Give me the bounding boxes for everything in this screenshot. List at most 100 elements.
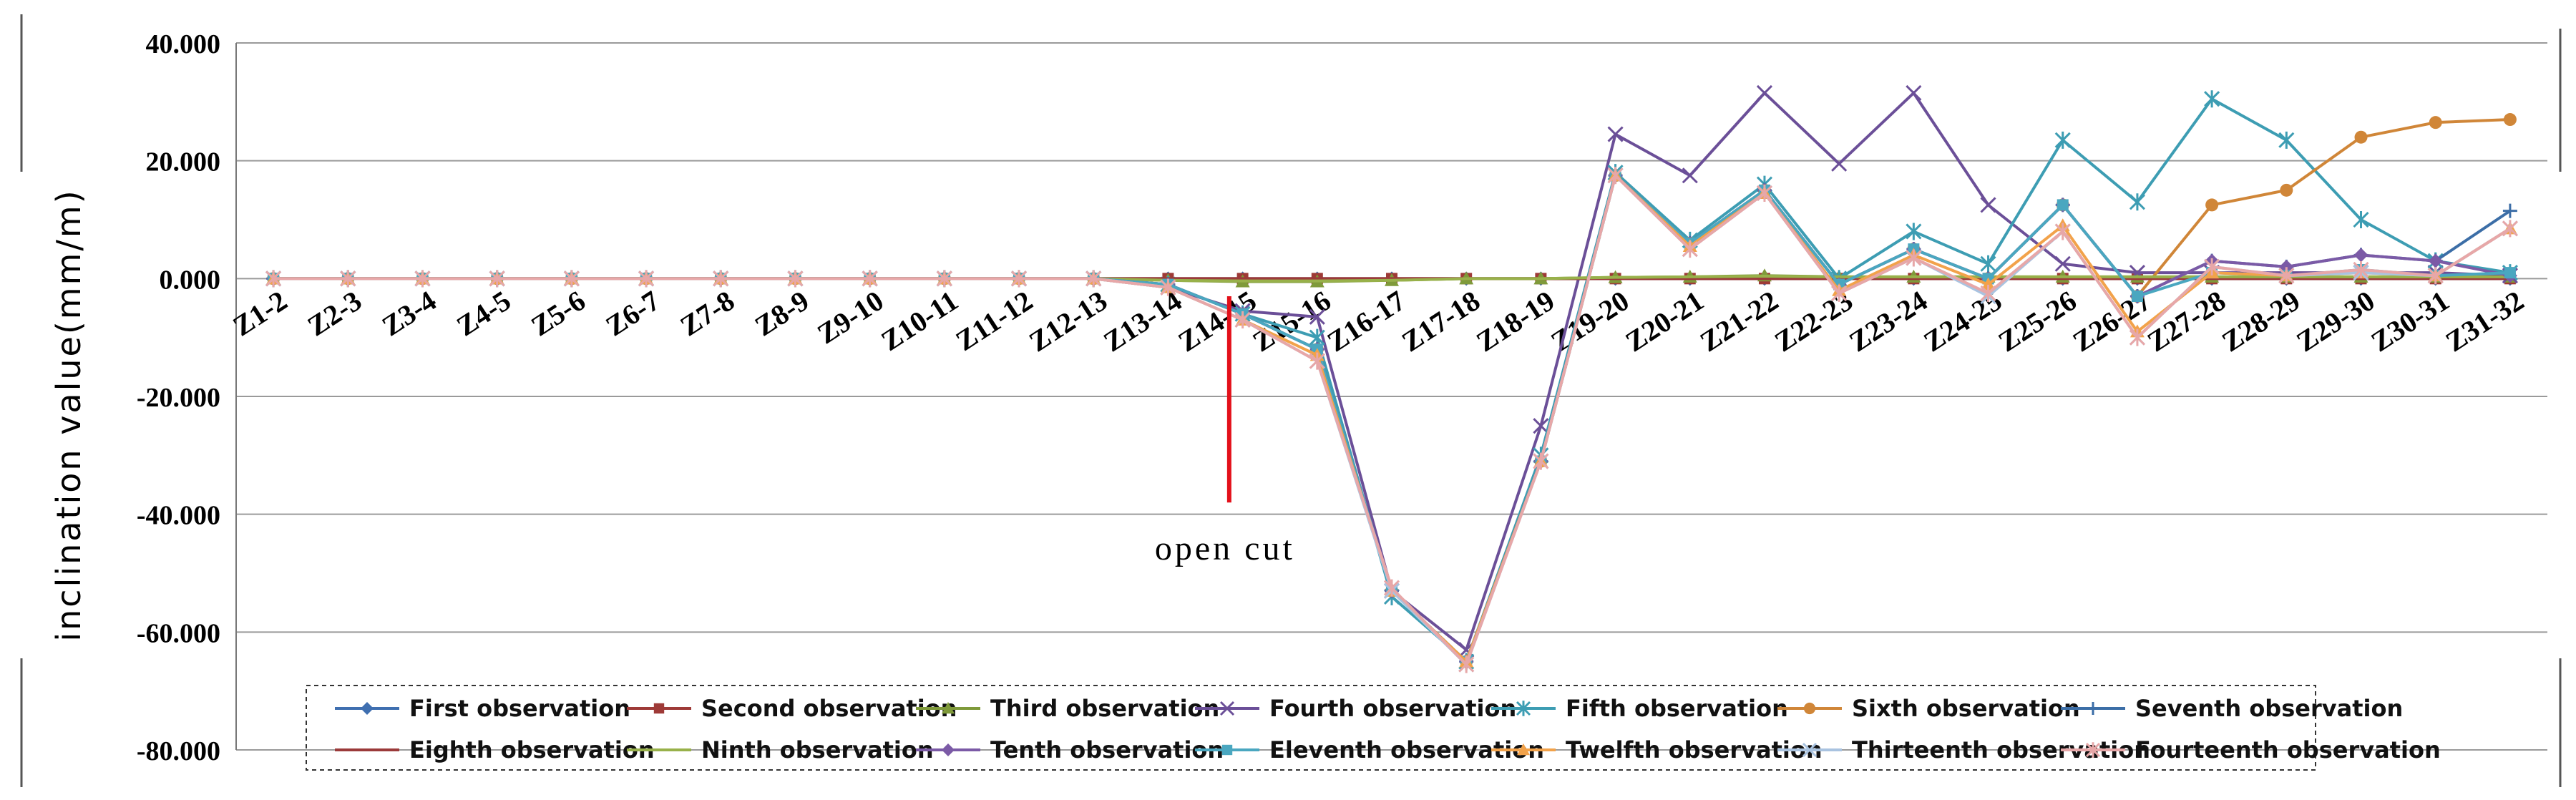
series-lines: [265, 84, 2518, 673]
data-point: [2503, 113, 2517, 127]
data-point: [1980, 197, 1996, 213]
data-point: [2204, 90, 2220, 108]
data-point: [2278, 267, 2295, 285]
data-point: [2129, 193, 2146, 211]
data-point: [1981, 277, 1996, 291]
legend-label: Seventh observation: [2135, 695, 2403, 722]
legend-item: First observation: [335, 695, 630, 722]
y-tick-label: 40.000: [146, 29, 221, 59]
data-point: [2204, 258, 2220, 275]
legend-item: Sixth observation: [1777, 695, 2080, 722]
data-point: [265, 270, 282, 288]
legend-item: Eleventh observation: [1195, 736, 1544, 764]
data-point: [1682, 240, 1698, 258]
data-point: [638, 270, 655, 288]
data-point: [2429, 116, 2442, 130]
data-point: [1234, 311, 1251, 328]
data-point: [361, 702, 374, 715]
data-point: [713, 270, 729, 288]
series-line: [265, 167, 2518, 673]
data-point: [2085, 742, 2101, 758]
legend-label: Eighth observation: [409, 736, 655, 764]
data-point: [1517, 743, 1530, 756]
data-point: [2278, 131, 2295, 149]
data-point: [1516, 701, 1531, 716]
data-point: [2054, 223, 2071, 240]
legend-label: Second observation: [701, 695, 957, 722]
legend-label: Fourth observation: [1269, 695, 1516, 722]
data-point: [2353, 248, 2368, 263]
legend-item: Tenth observation: [916, 736, 1224, 764]
data-point: [942, 702, 955, 714]
data-point: [2427, 267, 2444, 285]
data-point: [1980, 255, 1996, 273]
data-point: [1533, 452, 1549, 470]
legend-item: Seventh observation: [2061, 695, 2403, 722]
data-point: [1831, 155, 1848, 172]
data-point: [1831, 284, 1848, 302]
data-point: [1160, 278, 1176, 296]
legend-item: Eighth observation: [335, 736, 655, 764]
legend-item: Third observation: [916, 695, 1219, 722]
data-point: [2129, 328, 2146, 346]
legend-label: Fifth observation: [1566, 695, 1788, 722]
data-point: [1010, 270, 1028, 288]
y-tick-label: -80.000: [137, 736, 220, 766]
legend-item: Second observation: [627, 695, 957, 722]
legend-item: Twelfth observation: [1491, 736, 1823, 764]
y-tick-label: -40.000: [137, 501, 220, 531]
legend-item: Ninth observation: [627, 736, 934, 764]
legend-label: Ninth observation: [701, 736, 934, 764]
data-point: [1309, 308, 1325, 325]
data-point: [1221, 744, 1233, 756]
open-cut-label: open cut: [1155, 530, 1295, 567]
y-tick-label: 0.000: [160, 265, 221, 295]
data-point: [2280, 183, 2293, 197]
legend-label: Fourteenth observation: [2135, 736, 2441, 764]
data-point: [1906, 223, 1922, 240]
data-point: [1756, 84, 1773, 102]
y-tick-label: 20.000: [146, 147, 221, 177]
data-point: [1803, 702, 1816, 715]
data-point: [936, 270, 952, 288]
data-point: [2054, 255, 2071, 272]
data-point: [653, 703, 665, 714]
y-tick-labels: 40.000 20.000 0.000 -20.000 -40.000 -60.000 -8…: [137, 29, 220, 766]
data-point: [1085, 270, 1102, 288]
data-point: [2131, 291, 2143, 303]
legend-item: Fourteenth observation: [2061, 736, 2441, 764]
data-point: [2502, 203, 2517, 218]
data-point: [1756, 184, 1773, 202]
data-point: [862, 270, 878, 288]
legend-label: Sixth observation: [1852, 695, 2080, 722]
data-point: [1980, 284, 1996, 302]
data-point: [489, 270, 505, 288]
data-point: [1533, 418, 1549, 434]
data-point: [2353, 211, 2369, 228]
data-point: [1802, 742, 1818, 758]
data-point: [787, 270, 804, 288]
y-tick-label: -60.000: [137, 618, 220, 648]
data-point: [2087, 702, 2099, 715]
data-point: [340, 270, 356, 288]
data-point: [2054, 131, 2071, 149]
legend-label: First observation: [409, 695, 630, 722]
data-point: [1219, 701, 1235, 716]
legend-label: Third observation: [990, 695, 1219, 722]
data-point: [1458, 655, 1475, 673]
data-point: [2502, 220, 2518, 238]
data-point: [2057, 199, 2069, 211]
legend-item: Fifth observation: [1491, 695, 1788, 722]
data-point: [563, 270, 580, 288]
data-point: [1906, 249, 1922, 267]
data-point: [2354, 130, 2368, 144]
legend: First observation Second observation Third…: [306, 685, 2441, 771]
data-point: [1309, 352, 1325, 370]
data-point: [2504, 267, 2516, 279]
y-axis-label: inclination value(mm/m): [49, 188, 88, 641]
legend-item: Fourth observation: [1195, 695, 1516, 722]
data-point: [1607, 126, 1624, 142]
y-tick-label: -20.000: [137, 383, 220, 413]
